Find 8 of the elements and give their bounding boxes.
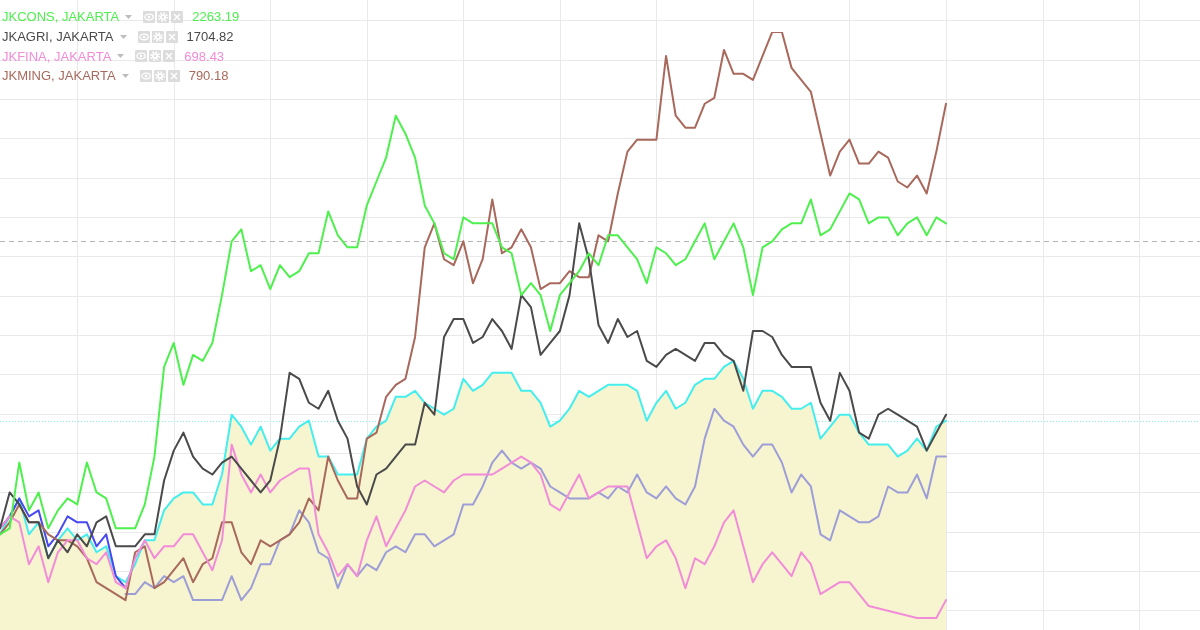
text: JKMING, JAKARTA xyxy=(2,68,116,84)
annotation: 790.18 xyxy=(188,68,229,84)
annotation: 698.43 xyxy=(184,48,225,64)
text: JKCONS, JAKARTA xyxy=(2,9,120,25)
text: 2263.19 xyxy=(192,9,240,25)
text: JKAGRI, JAKARTA xyxy=(2,29,114,45)
text: JKFINA, JAKARTA xyxy=(2,48,112,64)
annotation: 1704.82 xyxy=(186,29,234,45)
